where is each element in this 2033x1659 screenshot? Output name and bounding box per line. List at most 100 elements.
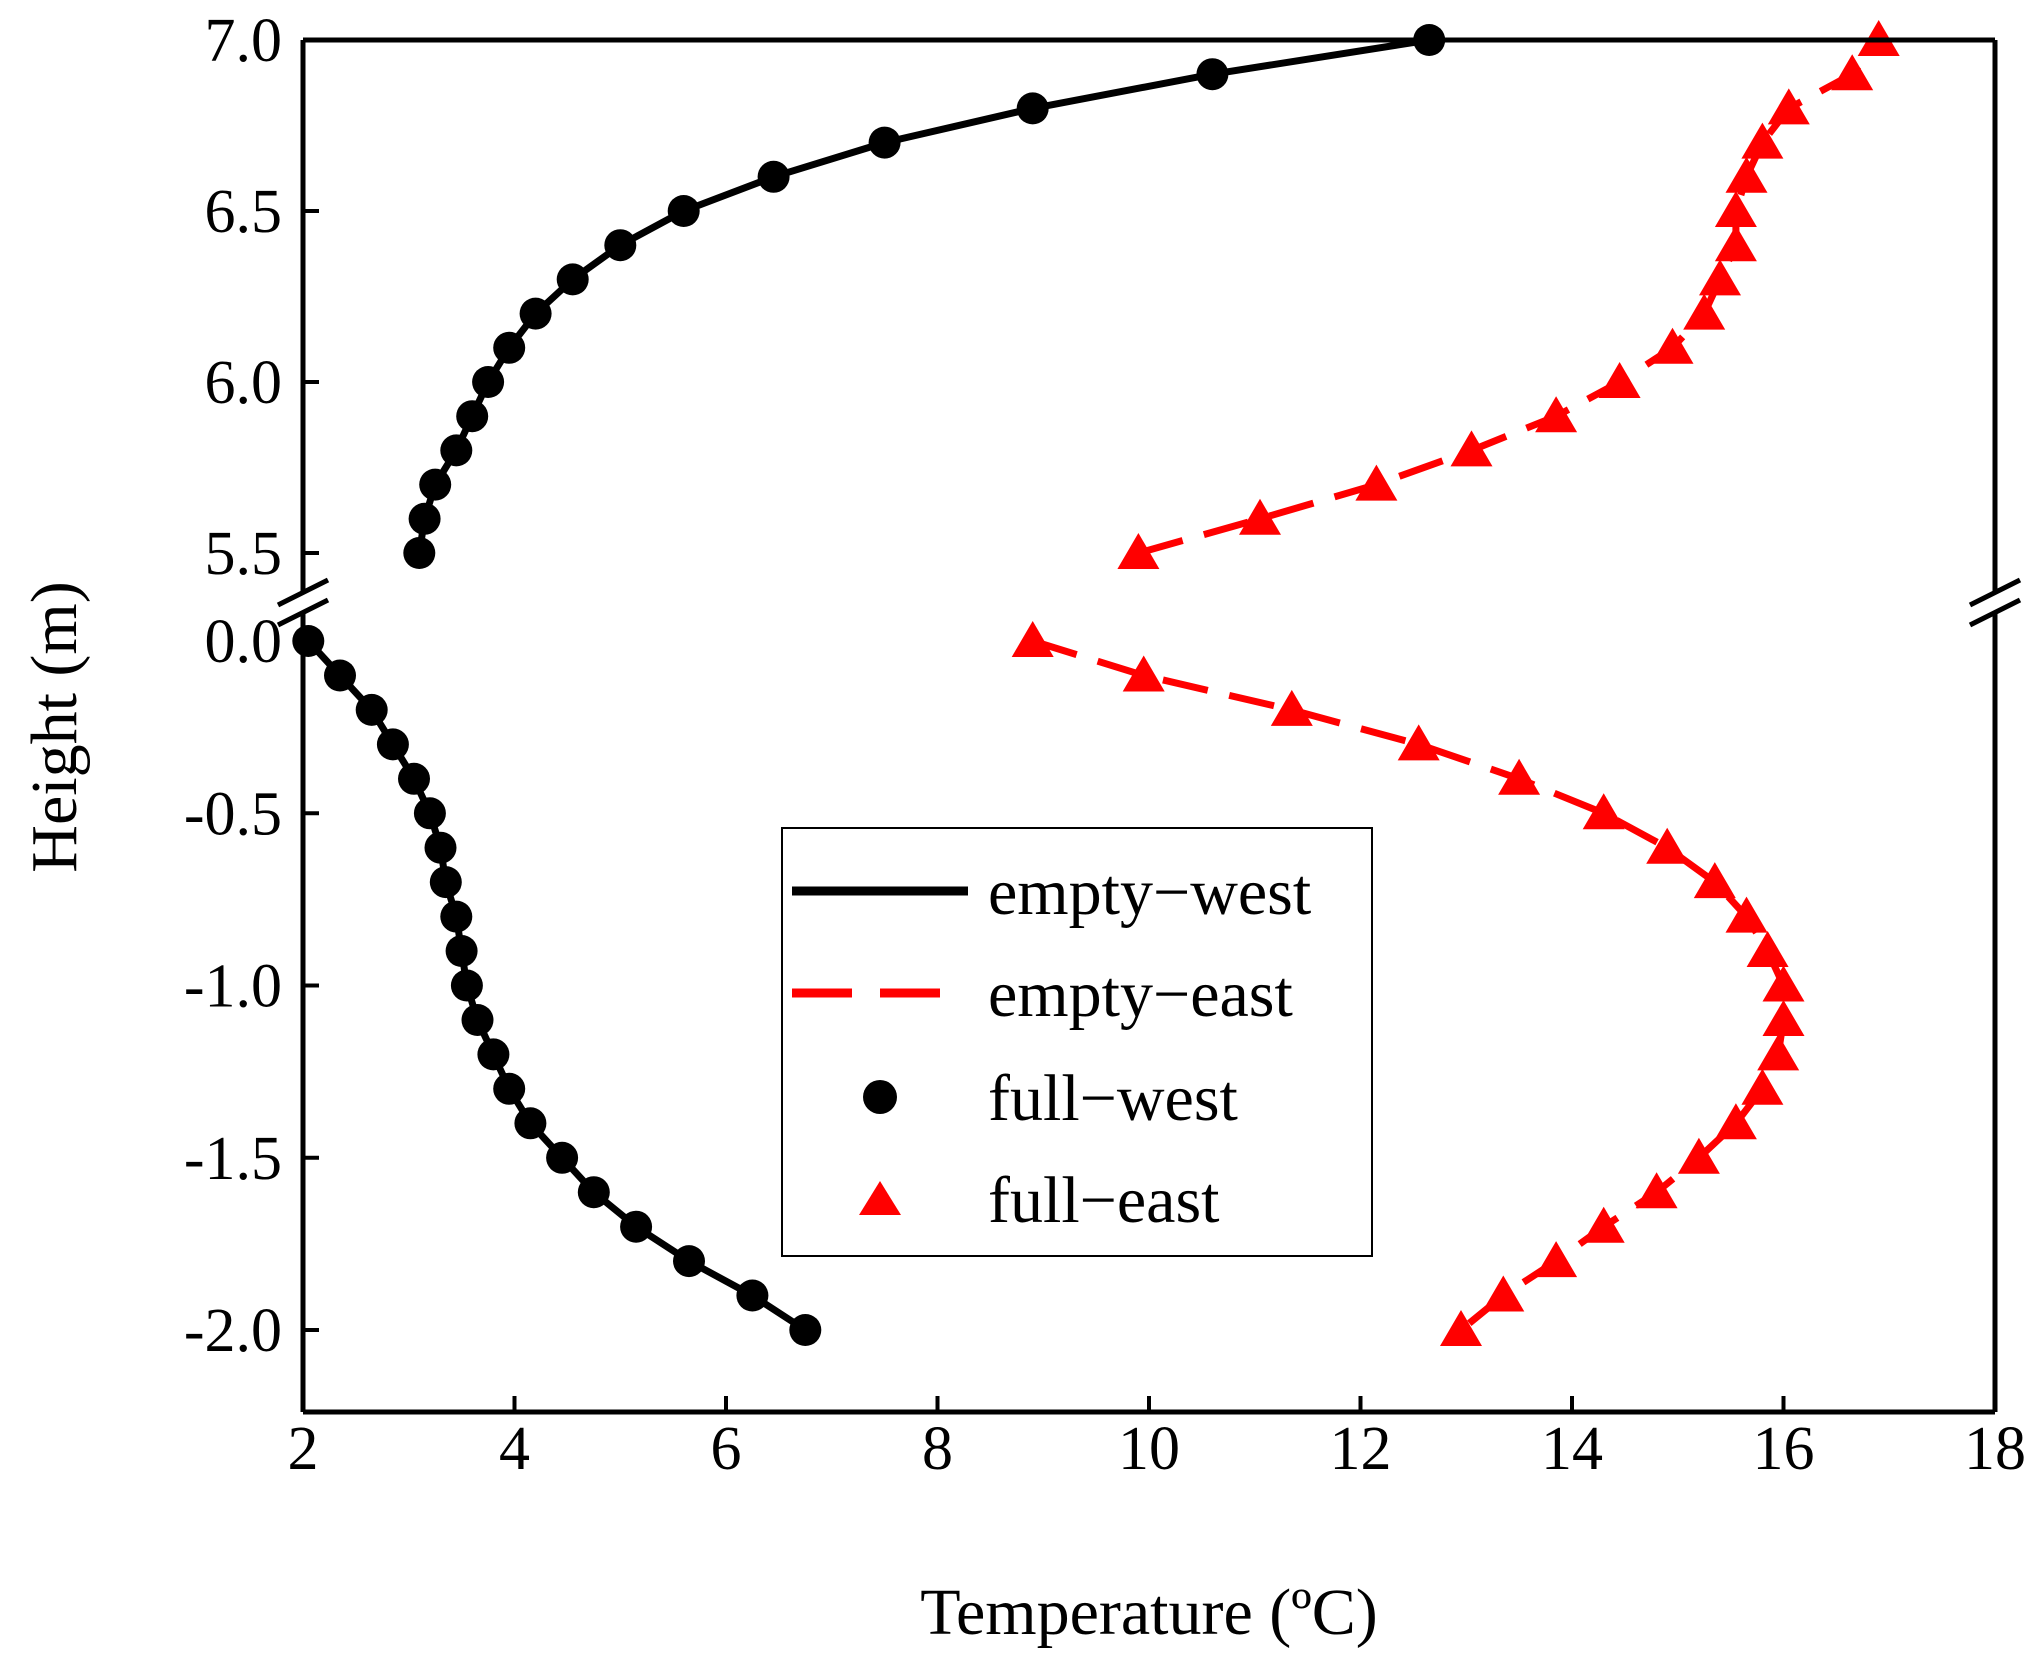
x-tick-label: 18 bbox=[1964, 1415, 2026, 1483]
x-tick-label: 14 bbox=[1541, 1415, 1603, 1483]
y-tick-label: -2.0 bbox=[184, 1297, 282, 1365]
west-point bbox=[440, 434, 473, 467]
west-point bbox=[398, 762, 430, 795]
axes-layer: 2 4 6 8 10 12 14 16 18 5.5 6.0 6.5 7.0 -2.0 -1.5 -1.0 -0… bbox=[184, 7, 2026, 1483]
legend-label-empty-west: empty−west bbox=[988, 856, 1311, 929]
east-point bbox=[1646, 827, 1689, 864]
east-point bbox=[1762, 965, 1805, 1002]
y-tick-label: -0.5 bbox=[184, 780, 282, 848]
y-tick-label: 7.0 bbox=[205, 7, 283, 75]
east-point bbox=[1598, 362, 1641, 398]
east-point bbox=[1741, 1068, 1784, 1105]
break-right-1 bbox=[1968, 577, 2022, 608]
west-point bbox=[577, 1176, 610, 1209]
x-tick-label: 10 bbox=[1118, 1415, 1180, 1483]
west-point bbox=[429, 866, 462, 899]
break-left-1 bbox=[276, 577, 330, 608]
y-tick-label: 5.5 bbox=[205, 520, 283, 588]
west-point bbox=[673, 1245, 705, 1278]
east-point bbox=[1397, 724, 1440, 761]
east-point bbox=[1651, 327, 1694, 364]
east-point bbox=[1725, 896, 1768, 933]
west-point bbox=[324, 659, 356, 692]
west-point bbox=[604, 229, 637, 262]
east-point bbox=[1011, 621, 1054, 657]
x-tick-label: 12 bbox=[1330, 1415, 1392, 1483]
x-tick-label: 8 bbox=[922, 1415, 953, 1483]
west-point bbox=[413, 797, 446, 830]
west-point bbox=[1016, 92, 1049, 125]
west-point bbox=[445, 935, 478, 967]
west-point bbox=[355, 693, 388, 726]
west-point bbox=[1196, 58, 1229, 91]
west-point bbox=[514, 1107, 547, 1140]
east-point bbox=[1582, 1206, 1625, 1243]
east-point bbox=[1699, 259, 1741, 296]
west-point bbox=[440, 900, 473, 933]
legend-label-full-west: full−west bbox=[988, 1062, 1238, 1135]
x-tick-label: 6 bbox=[711, 1415, 742, 1483]
west-point bbox=[493, 1072, 526, 1105]
east-point bbox=[1355, 464, 1398, 501]
west-point bbox=[450, 969, 483, 1002]
y-tick-label: 0.0 bbox=[205, 608, 283, 676]
east-point bbox=[1714, 191, 1757, 227]
west-point bbox=[408, 502, 441, 535]
x-axis-title: Temperature (ºC) bbox=[920, 1576, 1377, 1649]
west-upper-line bbox=[415, 36, 1430, 554]
x-tick-label: 4 bbox=[499, 1415, 530, 1483]
west-point bbox=[403, 537, 436, 569]
east-point bbox=[1714, 225, 1757, 262]
west-point bbox=[477, 1038, 510, 1071]
legend-label-empty-east: empty−east bbox=[988, 958, 1293, 1031]
west-point bbox=[736, 1279, 769, 1312]
east-point bbox=[1757, 1034, 1800, 1071]
east-point bbox=[1270, 689, 1313, 726]
legend-label-full-east: full−east bbox=[988, 1164, 1219, 1237]
west-point bbox=[419, 468, 452, 501]
east-point bbox=[1535, 396, 1578, 433]
x-tick-label: 2 bbox=[288, 1415, 319, 1483]
east-point bbox=[1831, 54, 1874, 91]
west-point bbox=[472, 366, 505, 398]
east-point bbox=[1440, 1310, 1482, 1346]
axis-break-marks bbox=[276, 577, 2022, 628]
west-point bbox=[519, 297, 552, 330]
west-point bbox=[456, 400, 489, 433]
east-point bbox=[1746, 931, 1789, 967]
west-point bbox=[556, 263, 589, 296]
x-tick-label: 16 bbox=[1753, 1415, 1815, 1483]
west-point bbox=[376, 728, 409, 761]
west-point bbox=[620, 1210, 653, 1243]
east-point bbox=[1767, 88, 1810, 125]
break-left-2 bbox=[276, 597, 330, 628]
west-point bbox=[493, 331, 526, 364]
west-point bbox=[667, 195, 700, 227]
series-layer bbox=[292, 20, 1900, 1346]
east-point bbox=[1117, 533, 1160, 569]
east-point bbox=[1683, 293, 1726, 330]
east-point bbox=[1482, 1275, 1525, 1312]
west-point bbox=[789, 1314, 822, 1346]
east-point bbox=[1714, 1103, 1757, 1140]
east-point bbox=[1677, 1137, 1720, 1174]
legend: empty−west empty−east full−west full−eas… bbox=[781, 827, 1373, 1257]
east-point bbox=[1693, 862, 1736, 899]
east-point bbox=[1450, 430, 1493, 467]
east-point bbox=[1741, 122, 1784, 159]
east-point bbox=[1582, 793, 1625, 830]
west-point bbox=[868, 126, 901, 159]
east-point bbox=[1239, 498, 1281, 535]
east-point bbox=[1498, 758, 1541, 795]
east-point bbox=[1762, 1000, 1805, 1036]
break-right-2 bbox=[1968, 597, 2022, 628]
east-point bbox=[1635, 1172, 1678, 1209]
east-upper-line bbox=[1137, 37, 1882, 557]
west-point bbox=[424, 831, 457, 864]
y-tick-label: 6.5 bbox=[205, 178, 283, 246]
east-point bbox=[1535, 1241, 1578, 1278]
west-point bbox=[461, 1004, 494, 1036]
west-point bbox=[546, 1141, 579, 1174]
y-tick-label: -1.5 bbox=[184, 1125, 282, 1193]
